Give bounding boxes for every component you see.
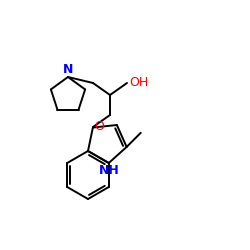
Text: OH: OH: [129, 76, 148, 90]
Text: NH: NH: [98, 164, 119, 177]
Text: O: O: [94, 120, 104, 134]
Text: N: N: [63, 63, 73, 76]
